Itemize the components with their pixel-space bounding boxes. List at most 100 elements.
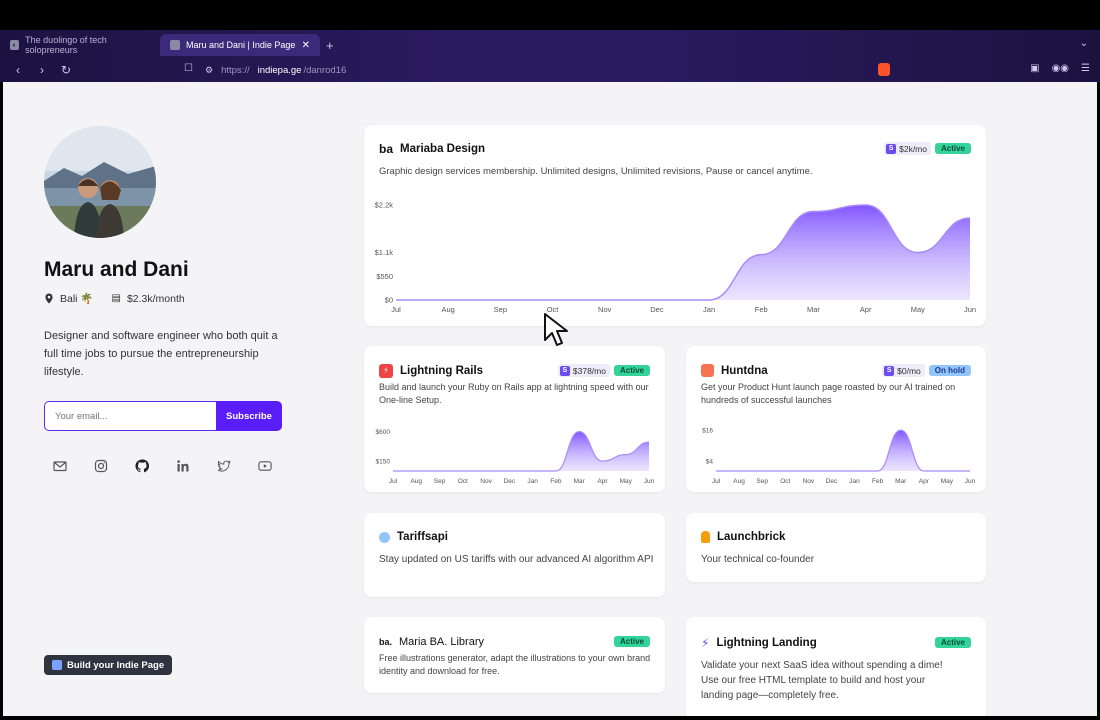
- status-badge: Active: [934, 143, 971, 154]
- x-tick-label: Aug: [410, 478, 422, 485]
- project-name: Mariaba Design: [400, 143, 486, 155]
- project-card-launchbrick[interactable]: Launchbrick Your technical co-founder: [686, 513, 986, 582]
- twitter-icon[interactable]: [217, 459, 231, 473]
- github-icon[interactable]: [135, 459, 149, 473]
- back-icon[interactable]: ‹: [16, 63, 20, 77]
- chart-line: [715, 429, 970, 472]
- project-card-mariaba[interactable]: ba Mariaba Design S $2k/mo Active Graphic…: [364, 125, 986, 326]
- linkedin-icon[interactable]: [176, 459, 190, 473]
- x-tick-label: Jul: [389, 478, 398, 485]
- revenue-badge: S $0/mo: [882, 364, 925, 377]
- project-title: Huntdna: [701, 364, 768, 377]
- forward-icon[interactable]: ›: [40, 63, 44, 77]
- x-tick-label: Nov: [803, 478, 815, 485]
- tab-indie-page[interactable]: Maru and Dani | Indie Page ✕: [160, 34, 320, 56]
- sidebar-icon[interactable]: ▣: [1030, 63, 1040, 74]
- bookmark-icon[interactable]: ☐: [184, 63, 193, 74]
- project-description: Build and launch your Ruby on Rails app …: [379, 382, 649, 405]
- reload-icon[interactable]: ↻: [60, 63, 72, 77]
- tab-menu-chevron-icon[interactable]: ⌄: [1079, 38, 1088, 49]
- url-protocol: https://: [221, 64, 250, 76]
- instagram-icon[interactable]: [94, 459, 108, 473]
- url-host: indiepa.ge: [257, 64, 302, 76]
- x-tick-label: Aug: [733, 478, 745, 485]
- x-tick-label: Sep: [434, 478, 446, 485]
- project-description: Graphic design services membership. Unli…: [379, 166, 813, 177]
- stripe-icon: S: [559, 365, 570, 376]
- x-tick-label: Oct: [458, 478, 468, 485]
- project-description: Stay updated on US tariffs with our adva…: [379, 554, 654, 565]
- chart-area: [393, 431, 649, 471]
- project-title: ⚡ Lightning Landing: [701, 636, 817, 650]
- mariaba-logo-icon: ba: [379, 142, 394, 156]
- project-card-tariffsapi[interactable]: Tariffsapi Stay updated on US tariffs wi…: [364, 513, 665, 597]
- tab-title: The duolingo of tech solopreneurs: [25, 35, 107, 55]
- x-tick-label: Jun: [644, 478, 655, 485]
- menu-icon[interactable]: ☰: [1081, 63, 1090, 74]
- revenue-badge: S $2k/mo: [884, 142, 931, 155]
- y-tick-label: $2.2k: [375, 201, 394, 210]
- y-tick-label: $16: [702, 428, 713, 435]
- x-tick-label: Nov: [598, 305, 612, 314]
- site-settings-icon[interactable]: ⚙: [205, 64, 214, 75]
- build-indie-page-button[interactable]: Build your Indie Page: [44, 655, 173, 675]
- mail-icon[interactable]: [53, 459, 67, 473]
- email-input[interactable]: [44, 401, 216, 431]
- status-badge: On hold: [928, 365, 971, 376]
- x-tick-label: Jul: [712, 478, 721, 485]
- project-badges: Active: [934, 637, 971, 648]
- avatar-photo: [44, 126, 156, 238]
- project-title: Tariffsapi: [379, 531, 448, 543]
- revenue-chart-huntdna: $4 $16 Jul Aug Sep Oct Nov Dec Jan Feb Mar Apr May Ju…: [702, 428, 975, 485]
- project-badges: S $378/mo Active: [557, 364, 650, 377]
- project-badges: Active: [613, 636, 650, 647]
- project-description: Get your Product Hunt launch page roaste…: [701, 382, 956, 405]
- y-tick-label: $1.1k: [375, 248, 394, 257]
- x-tick-label: Jul: [391, 305, 401, 314]
- project-name: Lightning Landing: [716, 637, 817, 649]
- x-tick-label: Apr: [860, 305, 872, 314]
- y-tick-label: $550: [376, 272, 393, 281]
- y-tick-label: $150: [376, 459, 391, 466]
- x-tick-label: Sep: [756, 478, 768, 485]
- reader-icon[interactable]: ◉◉: [1051, 63, 1070, 74]
- newsletter-form: Subscribe: [44, 401, 282, 431]
- tab-favicon-icon: [170, 40, 180, 50]
- chart-line: [392, 430, 650, 472]
- x-tick-label: Feb: [755, 305, 768, 314]
- x-tick-label: Jan: [527, 478, 538, 485]
- revenue-value: $0/mo: [897, 365, 921, 376]
- huntdna-logo-icon: [701, 364, 714, 377]
- project-card-lightning-landing[interactable]: ⚡ Lightning Landing Active Validate your…: [686, 617, 986, 716]
- chart-line: [396, 204, 971, 301]
- avatar: [44, 126, 156, 238]
- x-tick-label: Jun: [964, 305, 976, 314]
- tab-title: Maru and Dani | Indie Page: [186, 40, 296, 50]
- x-tick-label: Dec: [504, 478, 516, 485]
- project-description: Free illustrations generator, adapt the …: [379, 653, 651, 676]
- brave-shields-icon[interactable]: [878, 63, 890, 76]
- tab-duolingo[interactable]: ◐ The duolingo of tech solopreneurs: [0, 34, 160, 56]
- url-path: /danrod16: [303, 64, 347, 76]
- x-tick-label: Sep: [494, 305, 507, 314]
- project-card-huntdna[interactable]: Huntdna S $0/mo On hold Get your Product …: [686, 346, 986, 492]
- close-tab-icon[interactable]: ✕: [301, 39, 310, 51]
- x-tick-label: Jan: [849, 478, 860, 485]
- y-tick-label: $600: [376, 429, 391, 436]
- project-title: ba. Maria BA. Library: [379, 636, 484, 648]
- revenue-icon: ▤: [111, 293, 121, 304]
- project-name: Huntdna: [721, 364, 768, 377]
- subscribe-button[interactable]: Subscribe: [216, 401, 282, 431]
- status-badge: Active: [613, 365, 650, 376]
- project-card-library[interactable]: ba. Maria BA. Library Active Free illust…: [364, 617, 665, 693]
- youtube-icon[interactable]: [258, 459, 272, 473]
- project-name: Lightning Rails: [400, 365, 484, 377]
- lightning-rails-logo-icon: ⚡: [379, 364, 393, 378]
- project-badges: S $2k/mo Active: [884, 142, 971, 155]
- project-card-lightning-rails[interactable]: ⚡ Lightning Rails S $378/mo Active Build …: [364, 346, 665, 492]
- y-tick-label: $0: [385, 296, 393, 305]
- chart-area: [716, 430, 970, 471]
- address-bar[interactable]: ⚙ https:// indiepa.ge/danrod16: [205, 60, 895, 80]
- mouse-cursor-icon: [544, 313, 568, 346]
- new-tab-icon[interactable]: +: [326, 37, 334, 53]
